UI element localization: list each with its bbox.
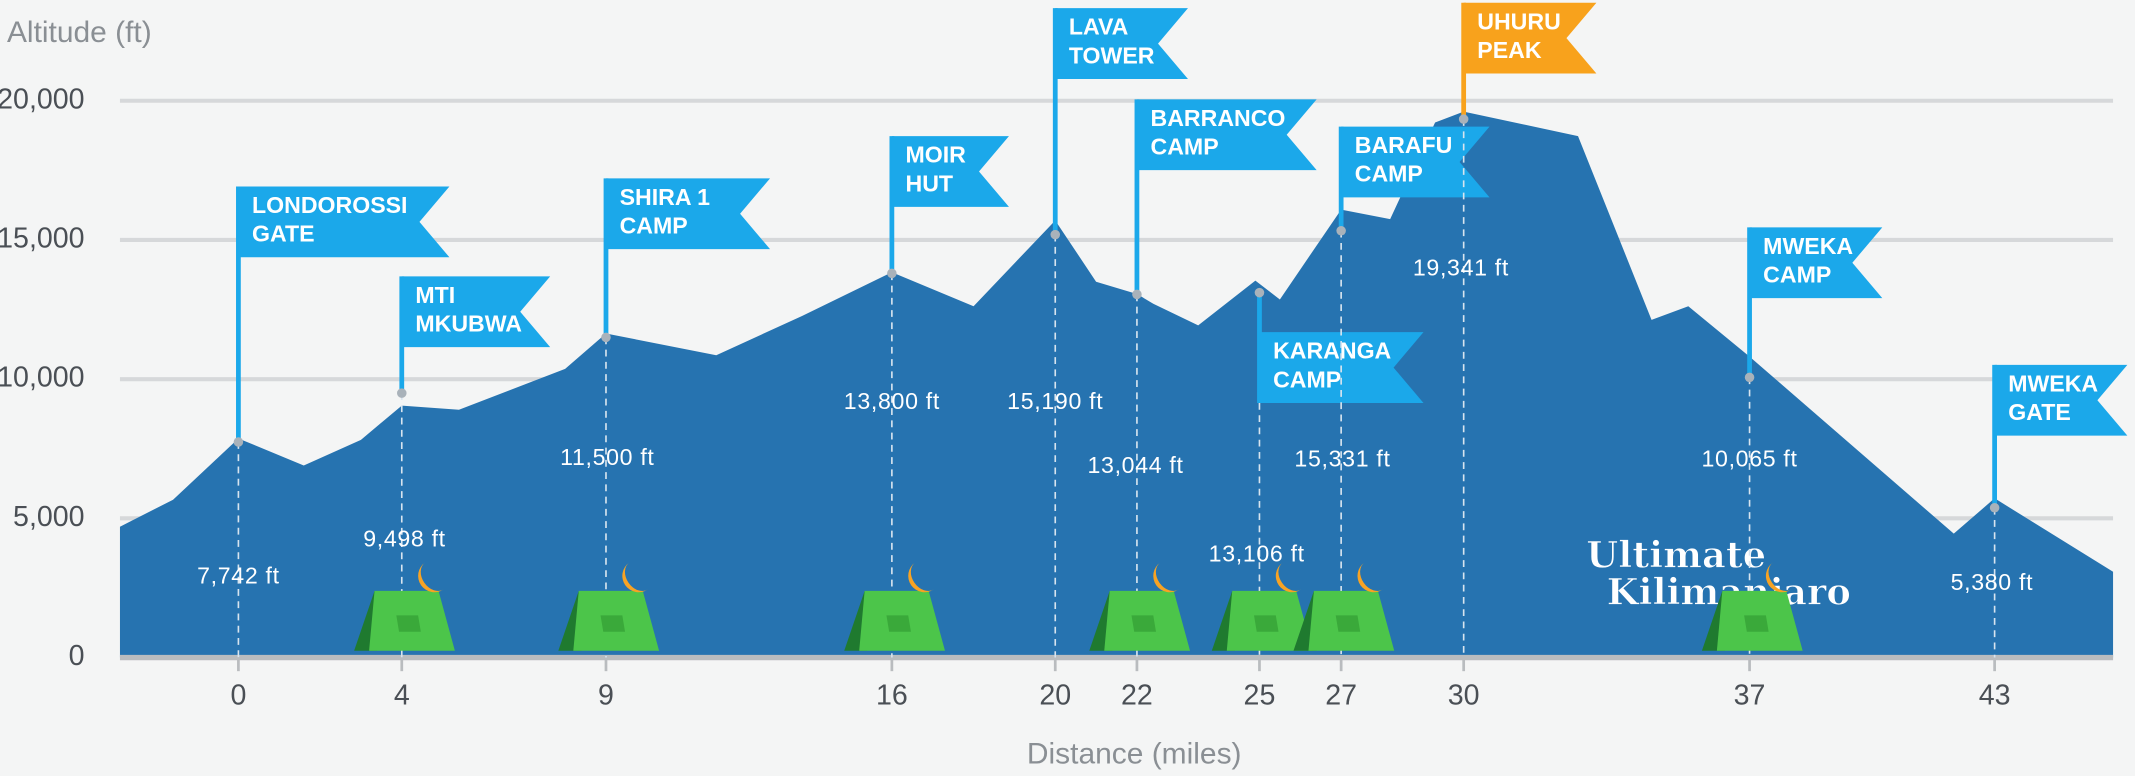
flag-label: HUT: [905, 170, 953, 196]
y-tick-label: 0: [69, 640, 85, 672]
flag: [1055, 8, 1188, 79]
waypoint: [887, 268, 897, 279]
waypoint: [1336, 225, 1346, 236]
tent-door: [886, 615, 911, 632]
flag-label: MTI: [415, 282, 455, 308]
flag-label: CAMP: [1763, 261, 1831, 287]
y-tick-label: 20,000: [0, 83, 85, 115]
flag: [1749, 227, 1883, 299]
camp-icon: [1089, 562, 1191, 651]
altitude-label: 11,500 ft: [560, 444, 654, 470]
tent-door: [600, 615, 626, 632]
waypoint: [601, 332, 611, 343]
flag-label: UHURU: [1477, 8, 1561, 34]
altitude-label: 10,065 ft: [1701, 445, 1797, 471]
camp-icon: [558, 562, 660, 651]
flag-label: LONDOROSSI: [252, 192, 407, 218]
x-tick-label: 0: [230, 680, 246, 712]
x-tick-label: 20: [1039, 680, 1071, 712]
tent-door: [1131, 615, 1156, 632]
flag-label: GATE: [252, 221, 315, 247]
flag-label: MKUBWA: [415, 310, 522, 336]
x-tick-label: 4: [394, 680, 410, 712]
flag-label: CAMP: [1151, 134, 1219, 160]
tent-door: [396, 615, 421, 632]
waypoint: [1050, 229, 1061, 240]
altitude-label: 13,044 ft: [1087, 452, 1183, 478]
x-tick-label: 9: [598, 680, 614, 712]
moon: [1153, 562, 1179, 593]
moon: [1275, 562, 1302, 593]
tent-door: [1335, 615, 1361, 632]
y-tick-label: 15,000: [0, 222, 85, 254]
altitude-label: 15,331 ft: [1294, 445, 1390, 471]
x-tick-label: 43: [1979, 680, 2011, 712]
flag: [891, 136, 1009, 207]
flag-label: CAMP: [1355, 161, 1423, 187]
x-tick-label: 30: [1448, 680, 1480, 712]
flag: [1994, 364, 2128, 436]
y-tick-label: 10,000: [0, 362, 85, 394]
x-tick-label: 16: [876, 680, 908, 712]
altitude-label: 13,106 ft: [1209, 541, 1305, 567]
tent-door: [1254, 615, 1279, 632]
camp-icon: [1211, 562, 1313, 651]
flag-label: PEAK: [1477, 37, 1542, 63]
flag-label: BARAFU: [1355, 132, 1453, 158]
camp-icon: [1701, 562, 1803, 651]
waypoint: [1132, 289, 1142, 300]
waypoint: [1458, 114, 1469, 124]
altitude-label: 15,190 ft: [1007, 388, 1103, 414]
flag-label: GATE: [2008, 399, 2071, 425]
waypoint: [233, 437, 244, 447]
flag-label: MOIR: [905, 142, 966, 168]
x-tick-label: 37: [1734, 680, 1766, 712]
waypoint: [397, 388, 407, 398]
flag: [238, 186, 450, 258]
altitude-label: 7,742 ft: [197, 562, 280, 588]
moon: [622, 562, 649, 593]
moon: [418, 562, 444, 593]
flag: [1136, 99, 1317, 171]
flag-label: BARRANCO: [1151, 105, 1286, 131]
y-axis-title: Altitude (ft): [7, 16, 152, 49]
waypoint: [1989, 503, 2000, 513]
flag-label: MWEKA: [2008, 370, 2098, 396]
altitude-label: 5,380 ft: [1951, 569, 2034, 595]
flag: [401, 276, 551, 348]
flag-label: MWEKA: [1763, 233, 1853, 259]
x-tick-label: 22: [1121, 680, 1153, 712]
moon: [908, 562, 934, 593]
moon: [1765, 562, 1792, 593]
logo: Ultimate: [1586, 533, 1766, 577]
waypoint: [1744, 372, 1755, 383]
tent-door: [1744, 615, 1769, 632]
flag-label: CAMP: [1273, 366, 1341, 392]
altitude-label: 19,341 ft: [1413, 255, 1509, 281]
camp-icon: [354, 562, 455, 651]
flag-label: CAMP: [620, 212, 688, 238]
flag-label: TOWER: [1069, 42, 1155, 68]
x-tick-label: 27: [1325, 680, 1357, 712]
moon: [1357, 562, 1384, 593]
flag: [605, 178, 771, 250]
flag: [1341, 126, 1490, 198]
flag-label: KARANGA: [1273, 338, 1391, 364]
flag-label: SHIRA 1: [620, 184, 711, 210]
altitude-label: 13,800 ft: [844, 388, 940, 414]
x-axis-title: Distance (miles): [1027, 737, 1242, 770]
camp-icon: [1293, 562, 1395, 651]
y-tick-label: 5,000: [13, 501, 85, 533]
x-tick-label: 25: [1244, 680, 1276, 712]
waypoint: [1254, 287, 1265, 298]
flag-label: LAVA: [1069, 14, 1129, 40]
elevation-area: [119, 111, 2114, 658]
flag: [1463, 2, 1597, 74]
camp-icon: [844, 562, 945, 651]
altitude-label: 9,498 ft: [363, 526, 446, 552]
